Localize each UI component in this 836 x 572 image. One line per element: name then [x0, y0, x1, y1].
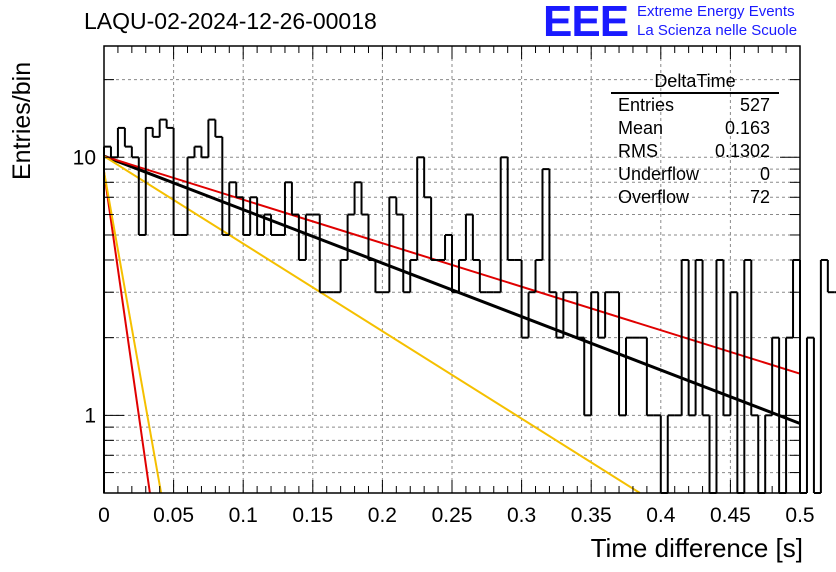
stats-row-rms: RMS 0.1302	[611, 140, 779, 163]
stats-label: Overflow	[618, 187, 690, 207]
x-tick-label: 0.4	[646, 504, 676, 527]
stats-row-entries: Entries 527	[611, 94, 779, 117]
stats-row-underflow: Underflow 0	[611, 163, 779, 186]
x-tick-label: 0.15	[292, 504, 333, 527]
x-tick-label: 0.3	[507, 504, 536, 527]
stats-value: 72	[749, 187, 770, 207]
x-axis-label: Time difference [s]	[590, 533, 803, 563]
axis-ticks	[103, 46, 801, 494]
x-tick-label: 0.05	[153, 504, 194, 527]
stats-value: 527	[739, 95, 770, 115]
x-tick-label: 0.1	[229, 504, 258, 527]
axis-tick-labels: 0 0.05 0.1 0.15 0.2 0.25 0.3 0.35 0.4 0.45 0.5 1 10	[73, 146, 815, 527]
y-tick-label: 10	[73, 146, 96, 169]
x-tick-label: 0.35	[571, 504, 612, 527]
stats-row-mean: Mean 0.163	[611, 117, 779, 140]
org-line-2: La Scienza nelle Scuole	[637, 22, 798, 39]
stats-box: DeltaTime Entries 527 Mean 0.163 RMS 0.1302…	[611, 71, 779, 209]
stats-label: RMS	[618, 141, 658, 161]
stats-value: 0	[759, 164, 770, 184]
stats-value: 0.163	[724, 118, 770, 138]
eee-logo: EEE	[543, 0, 629, 46]
fit-curve	[103, 171, 151, 494]
fit-curve	[103, 155, 641, 494]
stats-label: Entries	[618, 95, 675, 115]
x-tick-label: 0.25	[432, 504, 473, 527]
x-tick-label: 0.2	[368, 504, 397, 527]
x-tick-label: 0.45	[710, 504, 751, 527]
stats-title: DeltaTime	[611, 71, 779, 94]
y-axis-label: Entries/bin	[8, 61, 36, 180]
y-tick-label: 1	[84, 404, 96, 427]
chart-title: LAQU-02-2024-12-26-00018	[84, 8, 377, 34]
fit-curve	[103, 171, 163, 494]
x-tick-label: 0.5	[785, 504, 814, 527]
stats-label: Underflow	[618, 164, 700, 184]
stats-label: Mean	[618, 118, 664, 138]
organization-name: Extreme Energy Events La Scienza nelle S…	[637, 2, 797, 40]
stats-value: 0.1302	[714, 141, 770, 161]
org-line-1: Extreme Energy Events	[637, 3, 795, 20]
x-tick-label: 0	[98, 504, 110, 527]
stats-row-overflow: Overflow 72	[611, 186, 779, 209]
